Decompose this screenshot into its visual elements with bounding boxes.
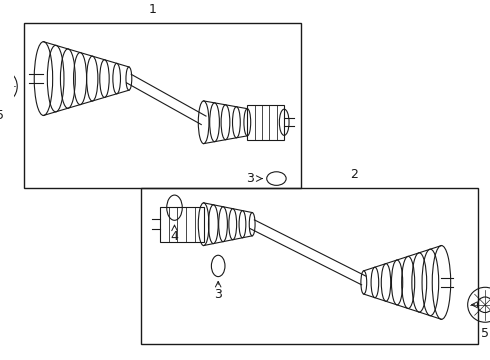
Text: 4: 4 bbox=[171, 230, 178, 243]
Text: 3: 3 bbox=[246, 172, 254, 185]
Text: 5: 5 bbox=[481, 327, 489, 340]
Bar bbox=[141, 188, 478, 343]
Text: 3: 3 bbox=[214, 288, 222, 301]
Text: 2: 2 bbox=[350, 168, 358, 181]
Text: 1: 1 bbox=[149, 4, 157, 17]
Bar bbox=[24, 23, 301, 188]
Bar bbox=[160, 207, 204, 242]
Bar bbox=[247, 105, 284, 140]
Text: 5: 5 bbox=[0, 109, 4, 122]
